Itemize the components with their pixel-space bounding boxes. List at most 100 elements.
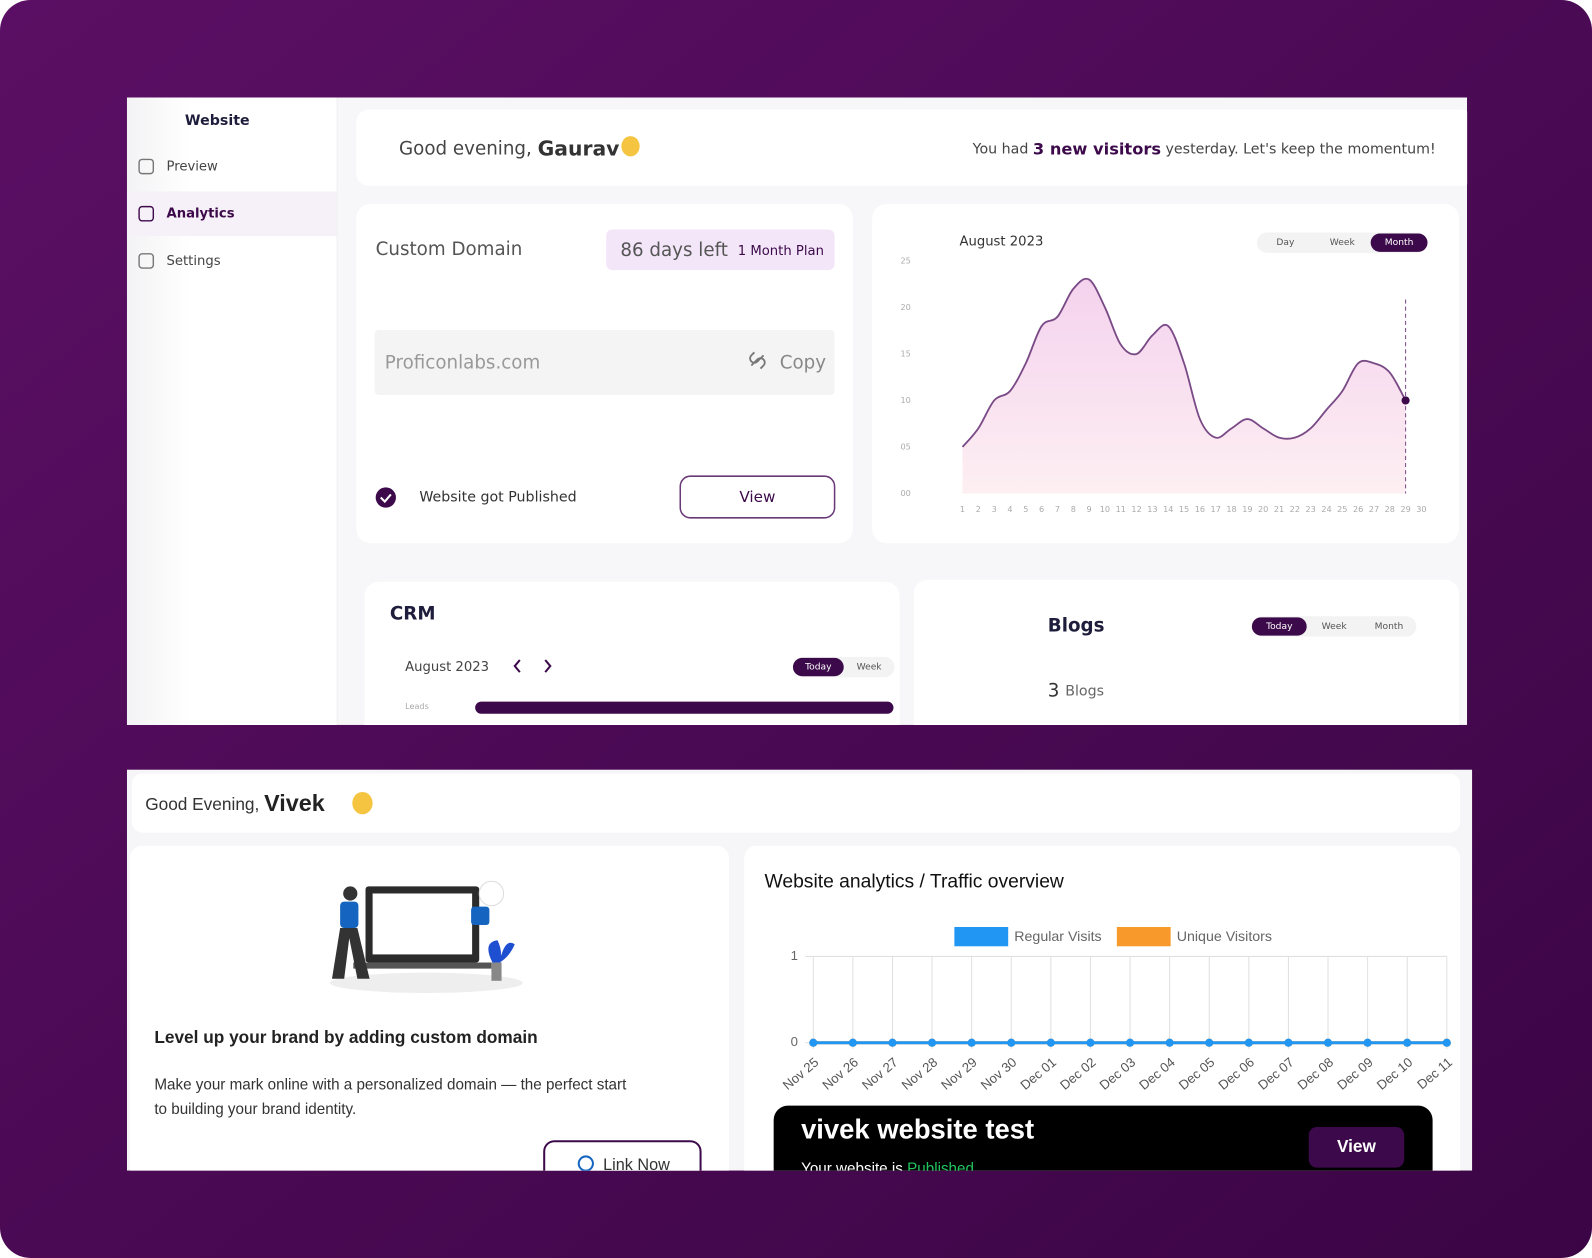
promo-text: Make your mark online with a personalize…: [154, 1076, 627, 1093]
link-label[interactable]: Link Now: [603, 1156, 670, 1174]
greeting-name: Gaurav: [538, 136, 620, 160]
sidebar-item[interactable]: Settings: [167, 254, 221, 269]
greeting-text: Good Evening,: [145, 794, 259, 814]
toggle[interactable]: Day: [1276, 238, 1295, 248]
visitors-after: yesterday. Let's keep the momentum!: [1166, 141, 1436, 157]
leads-bar: [475, 701, 894, 714]
x-tick-label: 21: [1274, 504, 1284, 514]
x-tick-label: 29: [1400, 504, 1410, 514]
sidebar-icon: [138, 205, 155, 222]
greeting-text: Good evening,: [399, 138, 532, 159]
url: Proficonlabs.com: [385, 352, 540, 373]
x-tick-label: 23: [1305, 504, 1315, 514]
blogs-toggles: Today Week Month: [1251, 616, 1417, 637]
illustration: [329, 880, 523, 993]
x-tick-label: 27: [1369, 504, 1379, 514]
days-left-text: 86 days left: [620, 240, 728, 261]
y-tick-label: 10: [900, 395, 910, 405]
toggle[interactable]: Today: [1265, 622, 1293, 632]
point: [1323, 1038, 1333, 1047]
legend-swatch: [1116, 926, 1171, 947]
toggle-active: [1251, 617, 1307, 636]
x-tick-label: 19: [1242, 504, 1252, 514]
y-tick-label: 00: [900, 488, 910, 498]
sidebar-item[interactable]: Analytics: [167, 207, 235, 222]
sidebar-active-bg: [126, 191, 338, 237]
analytics-card: [744, 845, 1461, 1171]
x-tick-label: 22: [1290, 504, 1300, 514]
greeting-card: [356, 109, 1468, 186]
greeting-card: [131, 773, 1461, 833]
point: [1165, 1038, 1174, 1047]
toggle[interactable]: Today: [804, 663, 832, 673]
wave-icon: [621, 136, 640, 157]
point: [1086, 1038, 1095, 1047]
point: [1205, 1038, 1214, 1047]
x-tick-label: 3: [992, 504, 997, 514]
x-tick-label: 28: [1385, 504, 1395, 514]
link-button[interactable]: [543, 1140, 702, 1192]
point: [1403, 1038, 1412, 1047]
y-tick-label: 25: [900, 255, 910, 265]
greeting-name: Vivek: [264, 790, 325, 816]
sidebar-icon: [138, 158, 155, 175]
x-tick-label: 10: [1100, 504, 1110, 514]
toggle[interactable]: Week: [1322, 622, 1348, 632]
point: [888, 1038, 897, 1047]
chart-toggles: Day Week Month: [1256, 232, 1428, 253]
toggle[interactable]: Month: [1375, 622, 1404, 632]
toggle-active: [792, 657, 844, 677]
x-tick-label: 11: [1116, 504, 1126, 514]
blogs-number: 3: [1048, 680, 1060, 701]
visitors-highlight: 3 new visitors: [1033, 139, 1161, 158]
point: [967, 1038, 976, 1047]
domain-title: Custom Domain: [376, 239, 523, 260]
y-tick-label: 0: [791, 1034, 798, 1049]
point: [1401, 396, 1410, 405]
wave-icon: [352, 791, 373, 815]
view-label[interactable]: View: [739, 488, 775, 506]
legend-label: Unique Visitors: [1177, 929, 1272, 945]
point: [1442, 1038, 1451, 1047]
copy-button[interactable]: Copy: [749, 351, 827, 373]
sidebar-icon: [138, 253, 155, 269]
point: [1244, 1038, 1253, 1047]
visitors-message: You had 3 new visitors yesterday. Let's …: [972, 139, 1436, 158]
crm-row-label: Leads: [405, 701, 429, 711]
sidebar-item[interactable]: Preview: [167, 160, 219, 175]
blogs-unit: Blogs: [1065, 683, 1104, 699]
x-tick-label: 2: [976, 504, 981, 514]
chart-title: August 2023: [959, 235, 1043, 250]
url-box: [374, 329, 835, 395]
point: [1125, 1038, 1135, 1047]
x-tick-label: 17: [1211, 504, 1221, 514]
point: [927, 1038, 937, 1047]
x-tick-label: 5: [1023, 504, 1028, 514]
check-mark: [380, 493, 392, 504]
area: [962, 278, 1406, 494]
promo-card: [129, 845, 729, 1171]
x-tick-label: 25: [1337, 504, 1347, 514]
copy-label[interactable]: Copy: [780, 352, 827, 373]
site-view-button[interactable]: [1308, 1127, 1405, 1168]
days-left: 86 days left 1 Month Plan: [620, 240, 824, 261]
point: [1007, 1038, 1016, 1047]
x-tick-label: 8: [1071, 504, 1076, 514]
x-tick-label: 13: [1147, 504, 1157, 514]
month-arrows[interactable]: [513, 659, 552, 673]
site-view-label[interactable]: View: [1337, 1136, 1377, 1156]
link-icon: [749, 351, 766, 370]
toggle[interactable]: Week: [1330, 238, 1356, 248]
toggle[interactable]: Month: [1385, 238, 1414, 248]
site-name: vivek website test: [801, 1113, 1034, 1144]
chart-title: Website analytics / Traffic overview: [765, 871, 1064, 892]
site-status: Your website is Published: [801, 1161, 974, 1178]
toggle[interactable]: Week: [857, 663, 883, 673]
status-value: Published: [907, 1161, 974, 1178]
blogs-title: Blogs: [1048, 615, 1105, 636]
view-button[interactable]: [679, 475, 836, 519]
x-tick-label: 15: [1179, 504, 1189, 514]
crm-toggles: Today Week: [792, 656, 895, 678]
status-text: Your website is: [801, 1161, 903, 1178]
